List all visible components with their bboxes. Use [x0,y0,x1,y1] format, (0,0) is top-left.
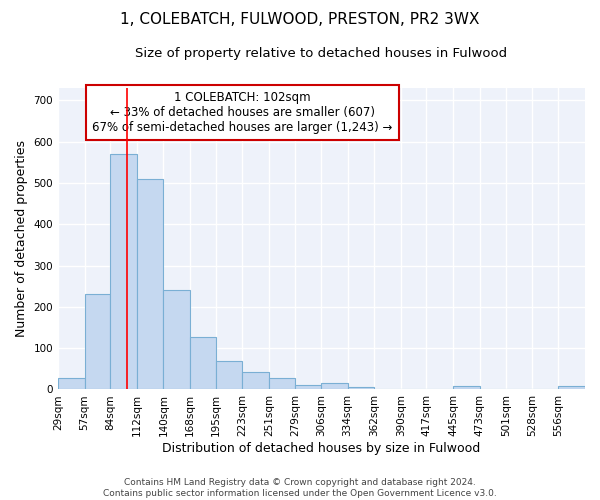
Bar [137,179,163,390]
Text: 1 COLEBATCH: 102sqm
← 33% of detached houses are smaller (607)
67% of semi-detac: 1 COLEBATCH: 102sqm ← 33% of detached ho… [92,91,392,134]
Bar [269,378,295,390]
Title: Size of property relative to detached houses in Fulwood: Size of property relative to detached ho… [136,48,508,60]
X-axis label: Distribution of detached houses by size in Fulwood: Distribution of detached houses by size … [163,442,481,455]
Bar [110,154,137,390]
Bar [242,372,269,390]
Bar [190,338,215,390]
Y-axis label: Number of detached properties: Number of detached properties [15,140,28,338]
Bar [215,360,242,390]
Bar [295,386,321,390]
Bar [163,290,190,390]
Bar [347,388,374,390]
Bar [559,386,585,390]
Bar [374,388,401,390]
Text: Contains HM Land Registry data © Crown copyright and database right 2024.
Contai: Contains HM Land Registry data © Crown c… [103,478,497,498]
Text: 1, COLEBATCH, FULWOOD, PRESTON, PR2 3WX: 1, COLEBATCH, FULWOOD, PRESTON, PR2 3WX [120,12,480,28]
Bar [453,386,479,390]
Bar [85,294,110,390]
Bar [479,388,506,390]
Bar [321,384,347,390]
Bar [58,378,85,390]
